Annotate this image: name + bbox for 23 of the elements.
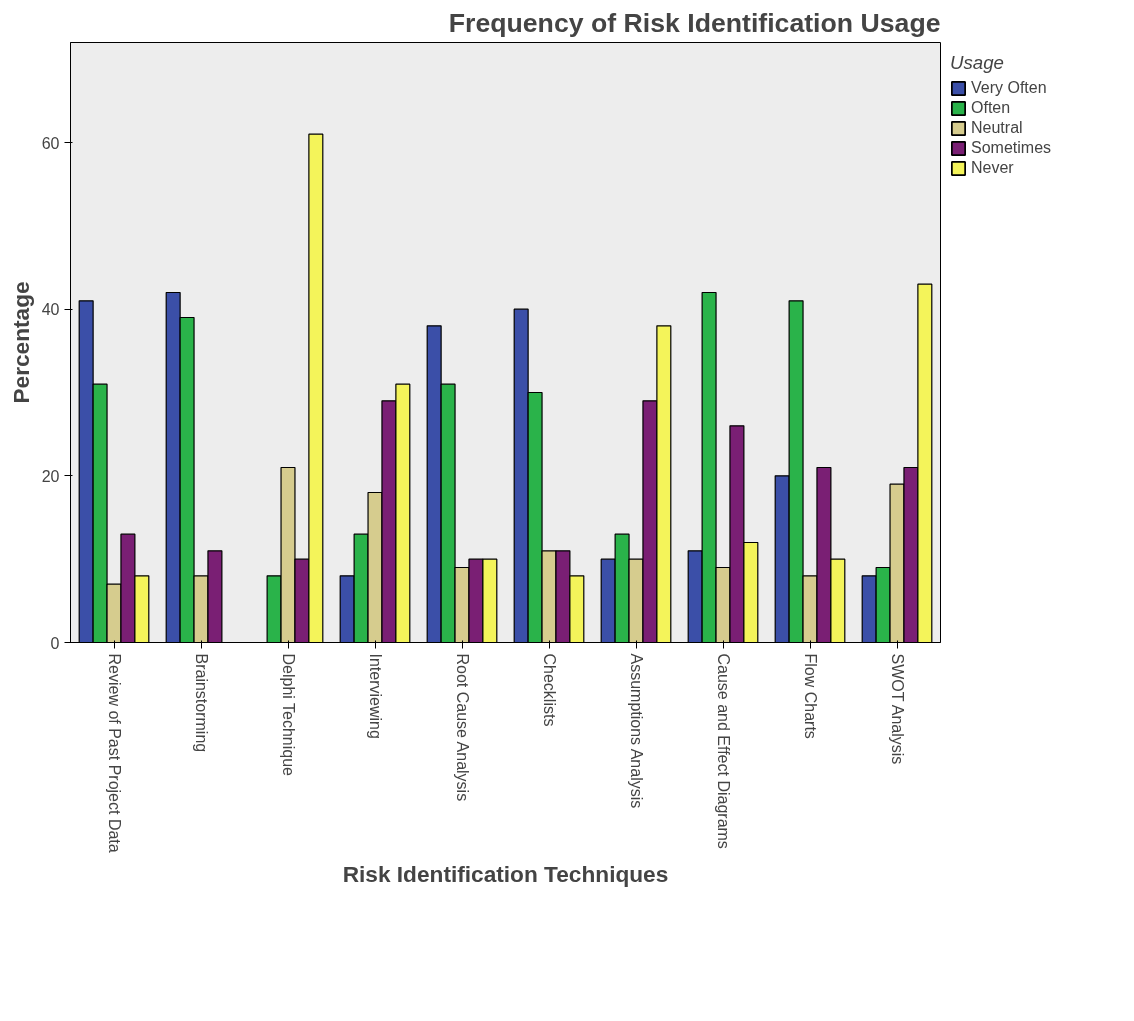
legend-label: Never [971,159,1014,177]
y-tick-label: 0 [50,634,60,652]
x-tick-label: Interviewing [366,653,384,739]
chart-title: Frequency of Risk Identification Usage [448,7,941,38]
y-tick-label: 60 [41,134,60,152]
x-tick-label: SWOT Analysis [888,653,906,765]
x-tick-label: Checklists [540,653,558,727]
legend-label: Often [971,99,1011,117]
x-axis-title: Risk Identification Techniques [342,860,669,887]
y-tick-label: 40 [41,301,60,319]
x-tick-label: Root Cause Analysis [453,653,471,802]
x-tick-label: Brainstorming [192,653,210,753]
x-tick-label: Review of Past Project Data [105,653,123,853]
x-tick-label: Assumptions Analysis [627,653,645,809]
x-tick-label: Delphi Technique [279,653,297,777]
y-axis-title: Percentage [7,281,34,404]
x-tick-label: Flow Charts [801,653,819,739]
legend-label: Very Often [971,79,1047,97]
legend-label: Sometimes [971,139,1052,157]
y-tick-label: 20 [41,467,60,485]
legend-label: Neutral [971,119,1023,137]
legend-title: Usage [950,52,1005,74]
x-tick-label: Cause and Effect Diagrams [714,653,732,849]
